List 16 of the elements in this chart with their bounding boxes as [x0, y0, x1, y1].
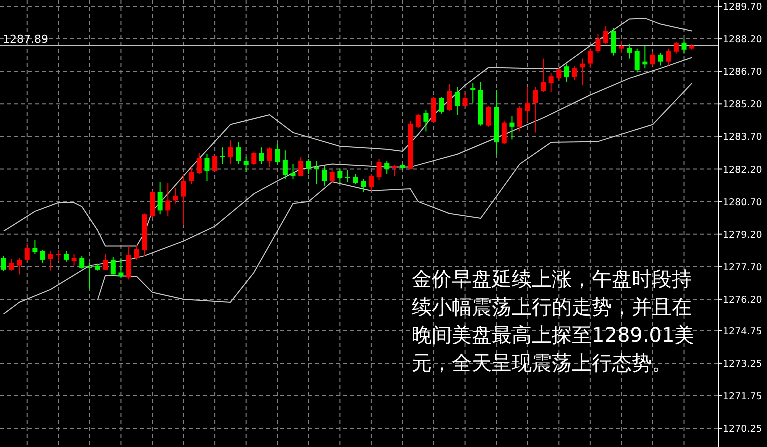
y-tick-label: 1286.70 [723, 67, 762, 78]
ref-line-label: 1287.89 [3, 32, 48, 46]
y-tick-label: 1289.70 [723, 2, 762, 14]
y-tick-label: 1274.75 [723, 326, 762, 338]
y-tick-label: 1288.20 [723, 34, 762, 46]
y-tick-label: 1285.20 [723, 100, 762, 111]
y-tick-label: 1271.75 [723, 392, 762, 403]
y-tick-label: 1279.20 [723, 230, 762, 241]
y-tick-label: 1280.70 [723, 197, 762, 208]
y-tick-label: 1277.70 [723, 262, 762, 274]
y-tick-label: 1282.20 [723, 164, 762, 176]
y-tick-label: 1283.70 [723, 132, 762, 144]
annotation: 金价早盘延续上涨，午盘时段持续小幅震荡上行的走势，并且在晚间美盘最高上探至1289.01美元，全天呈现震荡上行态势。 [412, 266, 696, 377]
y-tick-label: 1276.20 [723, 294, 762, 306]
y-tick-label: 1273.25 [723, 358, 762, 370]
y-tick-label: 1270.25 [723, 424, 762, 436]
